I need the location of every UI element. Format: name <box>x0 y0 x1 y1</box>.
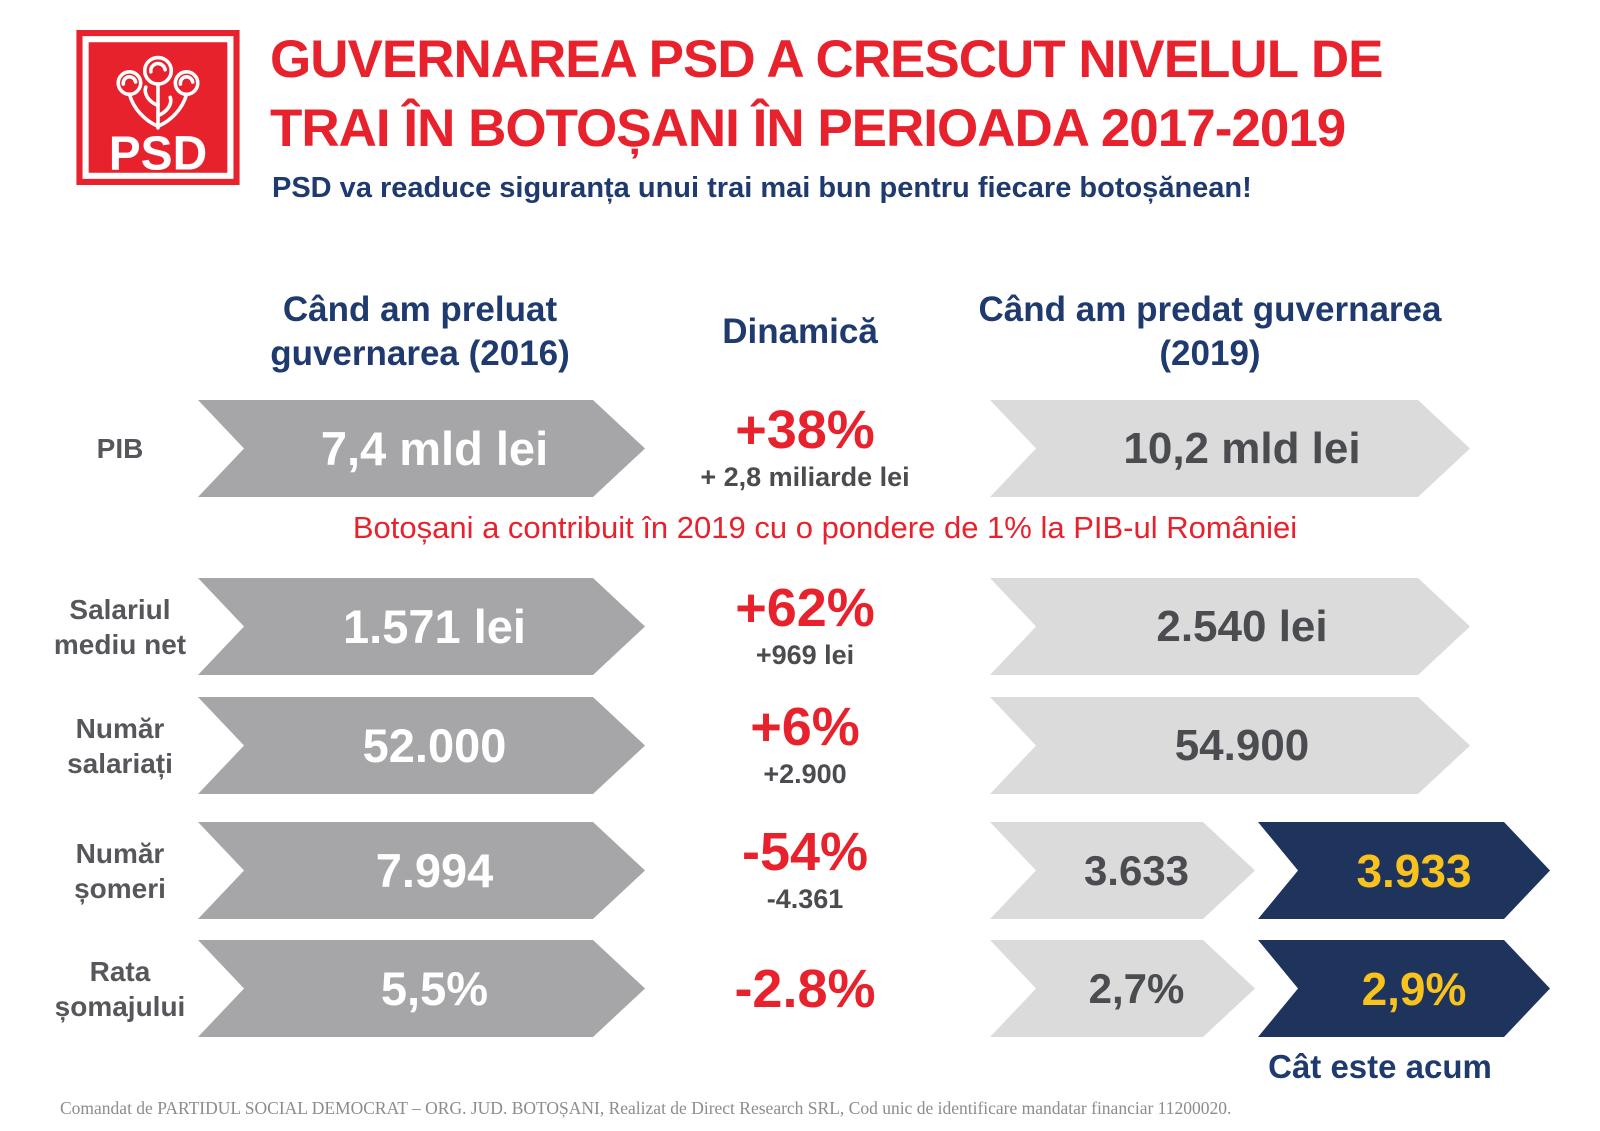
column-header-dynamic: Dinamică <box>722 312 878 352</box>
before-value-arrow: 7.994 <box>198 822 645 919</box>
change-detail: + 2,8 miliarde lei <box>700 462 910 493</box>
change-detail: -4.361 <box>766 884 844 915</box>
after-value-arrow: 3.633 <box>990 822 1255 919</box>
dynamic-block: +38% + 2,8 miliarde lei <box>650 400 960 497</box>
psd-logo: PSD <box>76 30 240 185</box>
current-value: 2,9% <box>1361 962 1467 1015</box>
roses-icon <box>116 55 200 130</box>
before-value: 7,4 mld lei <box>320 422 549 475</box>
before-value: 7.994 <box>375 844 494 897</box>
title-line-2: TRAI ÎN BOTOȘANI ÎN PERIOADA 2017-2019 <box>270 98 1346 158</box>
after-value: 54.900 <box>1174 720 1310 770</box>
before-value-arrow: 7,4 mld lei <box>198 400 645 497</box>
change-value: -2.8% <box>734 958 876 1019</box>
legal-footer: Comandat de PARTIDUL SOCIAL DEMOCRAT – O… <box>60 1098 1232 1118</box>
before-value-arrow: 1.571 lei <box>198 578 645 675</box>
pib-contribution-note: Botoșani a contribuit în 2019 cu o ponde… <box>352 510 1298 545</box>
table-row-salariati: Număr salariați 52.000 +6% +2.900 54.900 <box>0 697 1600 794</box>
column-header-after: Când am predat guvernarea (2019) <box>978 290 1442 373</box>
table-row-someri: Număr șomeri 7.994 -54% -4.361 3.633 3.9… <box>0 822 1600 919</box>
after-value: 10,2 mld lei <box>1123 423 1361 473</box>
title-line-1: GUVERNAREA PSD A CRESCUT NIVELUL DE <box>270 30 1383 89</box>
after-value: 2,7% <box>1088 964 1185 1012</box>
before-value: 1.571 lei <box>343 600 526 653</box>
row-label: Număr salariați <box>67 712 173 779</box>
row-label: PIB <box>96 433 144 464</box>
table-row-rata-somajului: Rata șomajului 5,5% -2.8% 2,7% 2,9% <box>0 940 1600 1037</box>
column-header-before: Când am preluat guvernarea (2016) <box>270 290 570 373</box>
dynamic-block: -2.8% <box>650 940 960 1037</box>
dynamic-block: +6% +2.900 <box>650 697 960 794</box>
current-value: 3.933 <box>1356 844 1472 897</box>
after-value: 2.540 lei <box>1156 601 1328 651</box>
current-value-arrow: 2,9% <box>1258 940 1550 1037</box>
change-value: +6% <box>750 697 860 758</box>
row-label: Număr șomeri <box>74 837 166 904</box>
page-title: GUVERNAREA PSD A CRESCUT NIVELUL DE TRAI… <box>270 26 1460 164</box>
before-value: 52.000 <box>362 719 507 772</box>
after-value-arrow: 2,7% <box>990 940 1255 1037</box>
table-row-salariu: Salariul mediu net 1.571 lei +62% +969 l… <box>0 578 1600 675</box>
table-row-pib: PIB 7,4 mld lei +38% + 2,8 miliarde lei … <box>0 400 1600 497</box>
change-detail: +2.900 <box>763 759 847 790</box>
page-subtitle: PSD va readuce siguranța unui trai mai b… <box>272 172 1252 204</box>
current-value-arrow: 3.933 <box>1258 822 1550 919</box>
row-label: Rata șomajului <box>54 955 186 1022</box>
change-detail: +969 lei <box>755 640 855 671</box>
change-value: +38% <box>735 400 875 461</box>
change-value: +62% <box>735 578 875 639</box>
after-value-arrow: 2.540 lei <box>990 578 1470 675</box>
dynamic-block: -54% -4.361 <box>650 822 960 919</box>
dynamic-block: +62% +969 lei <box>650 578 960 675</box>
row-label: Salariul mediu net <box>53 593 187 660</box>
change-value: -54% <box>741 822 869 883</box>
after-value-arrow: 10,2 mld lei <box>990 400 1470 497</box>
after-value-arrow: 54.900 <box>990 697 1470 794</box>
logo-inner-border <box>82 36 234 179</box>
before-value: 5,5% <box>380 962 489 1015</box>
current-value-caption: Cât este acum <box>1268 1048 1492 1085</box>
before-value-arrow: 52.000 <box>198 697 645 794</box>
logo-text: PSD <box>109 128 208 181</box>
before-value-arrow: 5,5% <box>198 940 645 1037</box>
after-value: 3.633 <box>1083 846 1190 894</box>
